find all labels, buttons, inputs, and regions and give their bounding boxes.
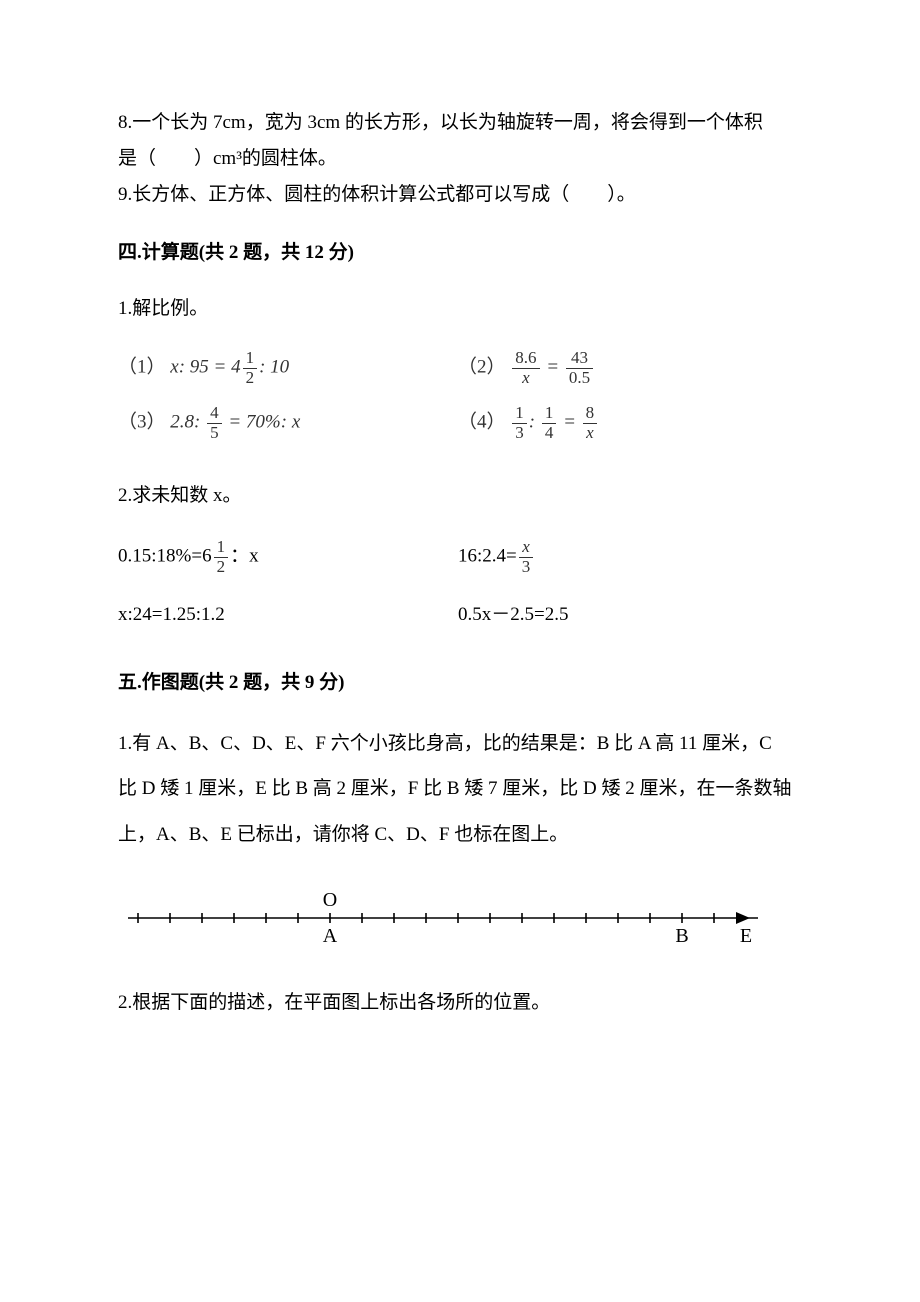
eq4-b: 14 [542,404,557,442]
eq2-rfrac: 430.5 [566,349,593,387]
eq1-den: 2 [243,369,258,388]
fill-q8-line1: 8.一个长为 7cm，宽为 3cm 的长方形，以长为轴旋转一周，将会得到一个体积 [118,105,802,141]
eq-3: （3） 2.8: 45 = 70%: x [118,396,458,450]
page: 8.一个长为 7cm，宽为 3cm 的长方形，以长为轴旋转一周，将会得到一个体积… [0,0,920,1302]
e21-pre: 0.15:18%=6 [118,546,212,567]
eq2-eq: = [542,357,564,378]
eq1-num: 1 [243,349,258,369]
s5-q1-l2: 比 D 矮 1 厘米，E 比 B 高 2 厘米，F 比 B 矮 7 厘米，比 D… [118,766,802,812]
eq4-cden: x [583,424,598,443]
eq2-rnum: 43 [566,349,593,369]
eq2-row2-right: 0.5x－2.5=2.5 [458,587,758,643]
eq-4: （4） 13: 14 = 8x [458,396,758,450]
eq2-lden: x [512,369,539,388]
eq1-label: （1） [118,357,166,378]
eq3-num: 4 [207,404,222,424]
eq1-frac: 12 [243,349,258,387]
section4-q2: 2.求未知数 x。 [118,478,802,514]
eq4-bden: 4 [542,424,557,443]
e22-frac: x3 [519,538,534,576]
eq3-post: = 70%: x [224,411,301,432]
e22-num: x [519,538,534,558]
eq3-den: 5 [207,424,222,443]
e22-den: 3 [519,558,534,577]
eq4-bnum: 1 [542,404,557,424]
eq3-pre: 2.8: [170,411,205,432]
number-line-figure: OA B E [118,882,802,952]
eq2-row1-left: 0.15:18%=612：x [118,528,458,586]
e21-post: ：x [230,546,259,567]
eq4-aden: 3 [512,424,527,443]
eq1-pre: x: 95 = 4 [170,357,240,378]
svg-text:B: B [675,925,688,947]
eq4-a: 13 [512,404,527,442]
e22-pre: 16:2.4= [458,546,517,567]
e21-num: 1 [214,538,229,558]
eq-2: （2） 8.6x = 430.5 [458,341,758,395]
eq1-post: : 10 [259,357,289,378]
eq4-cnum: 8 [583,404,598,424]
number-line-svg: OA B E [118,882,778,952]
eq2-row2-left: x:24=1.25:1.2 [118,587,458,643]
fill-q8-line2: 是（ ）cm³的圆柱体。 [118,141,802,177]
s5-q2: 2.根据下面的描述，在平面图上标出各场所的位置。 [118,980,802,1026]
section4-q1: 1.解比例。 [118,291,802,327]
svg-text:A: A [323,925,338,947]
eq-1: （1） x: 95 = 412: 10 [118,341,458,395]
eq2-label: （2） [458,357,506,378]
eq2-lnum: 8.6 [512,349,539,369]
eq4-c: 8x [583,404,598,442]
eq4-label: （4） [458,411,506,432]
eq2-lfrac: 8.6x [512,349,539,387]
svg-text:O: O [323,889,337,911]
s5-q1-l1: 1.有 A、B、C、D、E、F 六个小孩比身高，比的结果是：B 比 A 高 11… [118,721,802,767]
eq2-row1-right: 16:2.4=x3 [458,528,758,586]
section-5-title: 五.作图题(共 2 题，共 9 分) [118,665,802,701]
svg-text:E: E [740,925,752,947]
eq4-sep1: : [529,411,540,432]
eq2-rden: 0.5 [566,369,593,388]
eq4-eq: = [558,411,580,432]
section-4-title: 四.计算题(共 2 题，共 12 分) [118,235,802,271]
proportion-equation-grid: （1） x: 95 = 412: 10 （2） 8.6x = 430.5 （3）… [118,341,758,450]
unknown-x-grid: 0.15:18%=612：x 16:2.4=x3 x:24=1.25:1.2 0… [118,528,758,642]
e21-frac: 12 [214,538,229,576]
fill-q9: 9.长方体、正方体、圆柱的体积计算公式都可以写成（ ）。 [118,177,802,213]
eq3-frac: 45 [207,404,222,442]
eq4-anum: 1 [512,404,527,424]
eq3-label: （3） [118,411,166,432]
e21-den: 2 [214,558,229,577]
s5-q1-l3: 上，A、B、E 已标出，请你将 C、D、F 也标在图上。 [118,812,802,858]
